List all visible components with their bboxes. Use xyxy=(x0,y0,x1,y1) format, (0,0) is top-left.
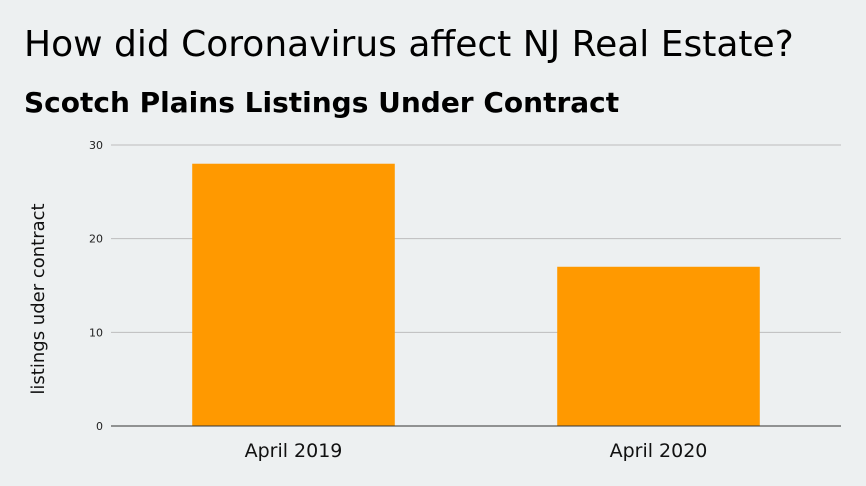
bar-april-2019 xyxy=(192,163,395,426)
bars xyxy=(192,163,760,426)
y-tick-label: 0 xyxy=(96,420,103,433)
y-tick-label: 20 xyxy=(89,233,103,246)
y-axis-title: listings uder contract xyxy=(28,203,49,394)
y-tick-label: 10 xyxy=(89,326,103,339)
x-axis-labels: April 2019 April 2020 xyxy=(245,440,708,462)
y-tick-label: 30 xyxy=(89,139,103,152)
bar-april-2020 xyxy=(557,266,760,426)
x-tick-label: April 2019 xyxy=(245,440,343,462)
y-axis-ticks: 0 10 20 30 xyxy=(89,139,103,433)
chart-title: How did Coronavirus affect NJ Real Estat… xyxy=(24,24,794,65)
chart-subtitle: Scotch Plains Listings Under Contract xyxy=(24,86,620,119)
x-tick-label: April 2020 xyxy=(610,440,708,462)
